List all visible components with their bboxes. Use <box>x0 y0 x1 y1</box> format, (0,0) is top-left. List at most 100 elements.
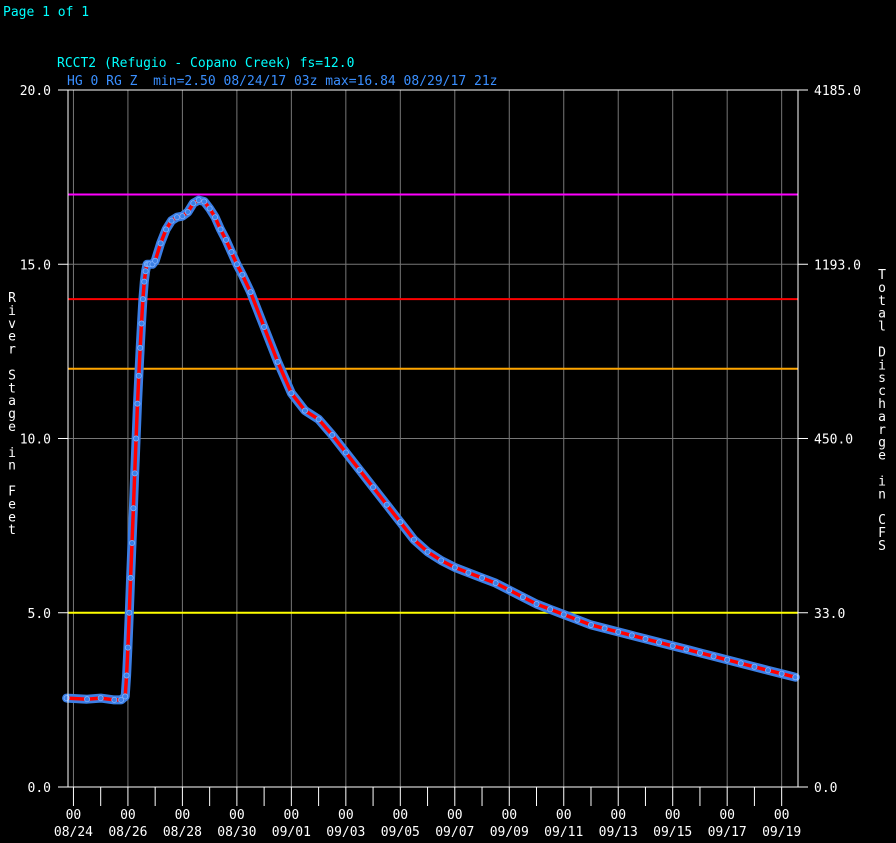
data-point <box>560 611 567 618</box>
data-point <box>696 649 703 656</box>
data-point <box>173 214 180 221</box>
data-point <box>587 621 594 628</box>
data-point <box>206 205 213 212</box>
data-point <box>410 536 417 543</box>
data-point <box>424 548 431 555</box>
data-point <box>217 226 224 233</box>
data-point <box>465 569 472 576</box>
data-point <box>123 672 130 679</box>
x-tick-date-label: 09/03 <box>326 825 365 840</box>
data-point <box>130 505 137 512</box>
x-tick-hour-label: 00 <box>665 808 681 823</box>
y-tick-label: 10.0 <box>20 433 51 448</box>
data-point <box>222 236 229 243</box>
data-point <box>492 580 499 587</box>
x-tick-hour-label: 00 <box>229 808 245 823</box>
x-tick-date-label: 09/17 <box>708 825 747 840</box>
data-point <box>131 470 138 477</box>
x-tick-hour-label: 00 <box>774 808 790 823</box>
x-tick-date-label: 09/07 <box>435 825 474 840</box>
x-tick-date-label: 09/09 <box>490 825 529 840</box>
data-point <box>84 696 91 703</box>
data-point <box>438 557 445 564</box>
data-point <box>356 466 363 473</box>
data-point <box>601 625 608 632</box>
data-point <box>137 344 144 351</box>
x-tick-date-label: 08/28 <box>163 825 202 840</box>
tick-labels: 0.0 0.0 5.0 33.0 10.0 450.0 15.0 1193.0 20.0 4185… <box>20 84 861 840</box>
x-tick-hour-label: 00 <box>392 808 408 823</box>
data-point <box>124 644 131 651</box>
y2-tick-label: 1193.0 <box>814 258 861 273</box>
y-tick-label: 20.0 <box>20 84 51 99</box>
data-point <box>288 390 295 397</box>
data-point <box>451 564 458 571</box>
data-point <box>533 601 540 608</box>
x-tick-date-label: 09/19 <box>762 825 801 840</box>
data-point <box>751 663 758 670</box>
data-point <box>383 501 390 508</box>
data-point <box>212 214 219 221</box>
data-point <box>152 257 159 264</box>
series-stage <box>62 195 800 705</box>
data-point <box>397 519 404 526</box>
x-tick-hour-label: 00 <box>556 808 572 823</box>
data-point <box>547 606 554 613</box>
data-point <box>195 197 202 204</box>
data-point <box>642 635 649 642</box>
data-point <box>141 278 148 285</box>
y2-tick-label: 4185.0 <box>814 84 861 99</box>
data-point <box>122 693 129 700</box>
data-point <box>778 670 785 677</box>
x-tick-hour-label: 00 <box>447 808 463 823</box>
y-tick-label: 15.0 <box>20 258 51 273</box>
data-point <box>142 268 149 275</box>
x-tick-hour-label: 00 <box>284 808 300 823</box>
x-tick-date-label: 09/11 <box>544 825 583 840</box>
page-label: Page 1 of 1 <box>3 5 89 20</box>
data-point <box>138 320 145 327</box>
data-point <box>239 271 246 278</box>
data-point <box>135 372 142 379</box>
data-point <box>184 208 191 215</box>
data-point <box>179 213 186 220</box>
x-tick-hour-label: 00 <box>719 808 735 823</box>
data-point <box>127 574 134 581</box>
x-tick-date-label: 08/26 <box>108 825 147 840</box>
axes <box>58 89 808 806</box>
x-tick-hour-label: 00 <box>175 808 191 823</box>
data-point <box>228 249 235 256</box>
data-point <box>134 400 141 407</box>
data-point <box>765 667 772 674</box>
data-point <box>342 449 349 456</box>
data-point <box>157 240 164 247</box>
data-point <box>247 289 254 296</box>
x-tick-hour-label: 00 <box>66 808 82 823</box>
data-point <box>233 261 240 268</box>
chart-subtitle: HG 0 RG Z min=2.50 08/24/17 03z max=16.8… <box>67 74 497 89</box>
data-point <box>261 323 268 330</box>
y2-tick-label: 450.0 <box>814 433 853 448</box>
data-point <box>737 660 744 667</box>
x-tick-date-label: 09/13 <box>599 825 638 840</box>
data-point <box>574 616 581 623</box>
data-point <box>111 696 118 703</box>
data-point <box>710 653 717 660</box>
data-point <box>656 639 663 646</box>
y2-tick-label: 33.0 <box>814 607 845 622</box>
y-tick-label: 5.0 <box>28 607 51 622</box>
data-point <box>724 656 731 663</box>
x-tick-hour-label: 00 <box>610 808 626 823</box>
data-point <box>129 540 136 547</box>
data-point <box>168 217 175 224</box>
data-point <box>274 358 281 365</box>
data-point <box>301 407 308 414</box>
x-tick-hour-label: 00 <box>501 808 517 823</box>
data-point <box>190 200 197 207</box>
data-point <box>133 435 140 442</box>
data-point <box>201 198 208 205</box>
